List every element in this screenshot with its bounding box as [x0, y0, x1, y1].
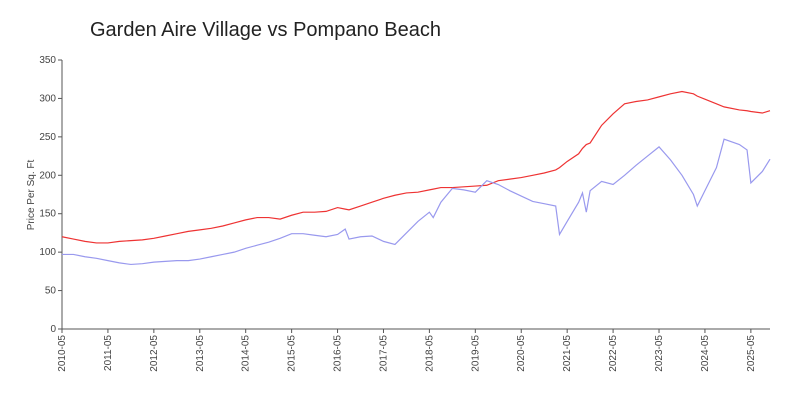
x-tick-label: 2025-05: [746, 335, 757, 372]
x-tick-label: 2020-05: [516, 335, 527, 372]
y-axis-label: Price Per Sq. Ft: [26, 159, 37, 230]
x-tick-label: 2018-05: [424, 335, 435, 372]
x-tick-label: 2016-05: [333, 335, 344, 372]
x-tick-label: 2014-05: [241, 335, 252, 372]
y-tick-label: 350: [39, 55, 56, 66]
y-tick-label: 250: [39, 132, 56, 143]
y-tick-label: 200: [39, 170, 56, 181]
x-tick-label: 2011-05: [103, 335, 114, 371]
series-line: [61, 90, 771, 244]
x-tick-label: 2024-05: [700, 335, 711, 372]
x-tick-label: 2019-05: [470, 335, 481, 372]
y-tick-label: 50: [45, 286, 57, 297]
y-tick-label: 100: [39, 247, 56, 258]
x-tick-label: 2023-05: [654, 335, 665, 372]
y-tick-label: 300: [39, 93, 56, 104]
chart-title: Garden Aire Village vs Pompano Beach: [90, 19, 441, 41]
series-line: [62, 138, 771, 266]
y-tick-label: 150: [39, 209, 56, 220]
x-tick-label: 2012-05: [149, 335, 160, 372]
x-tick-label: 2010-05: [57, 335, 68, 372]
x-tick-label: 2015-05: [287, 335, 298, 372]
x-tick-label: 2021-05: [562, 335, 573, 372]
x-tick-label: 2017-05: [378, 335, 389, 372]
x-tick-label: 2013-05: [195, 335, 206, 372]
x-tick-label: 2022-05: [608, 335, 619, 372]
y-tick-label: 0: [50, 324, 56, 335]
